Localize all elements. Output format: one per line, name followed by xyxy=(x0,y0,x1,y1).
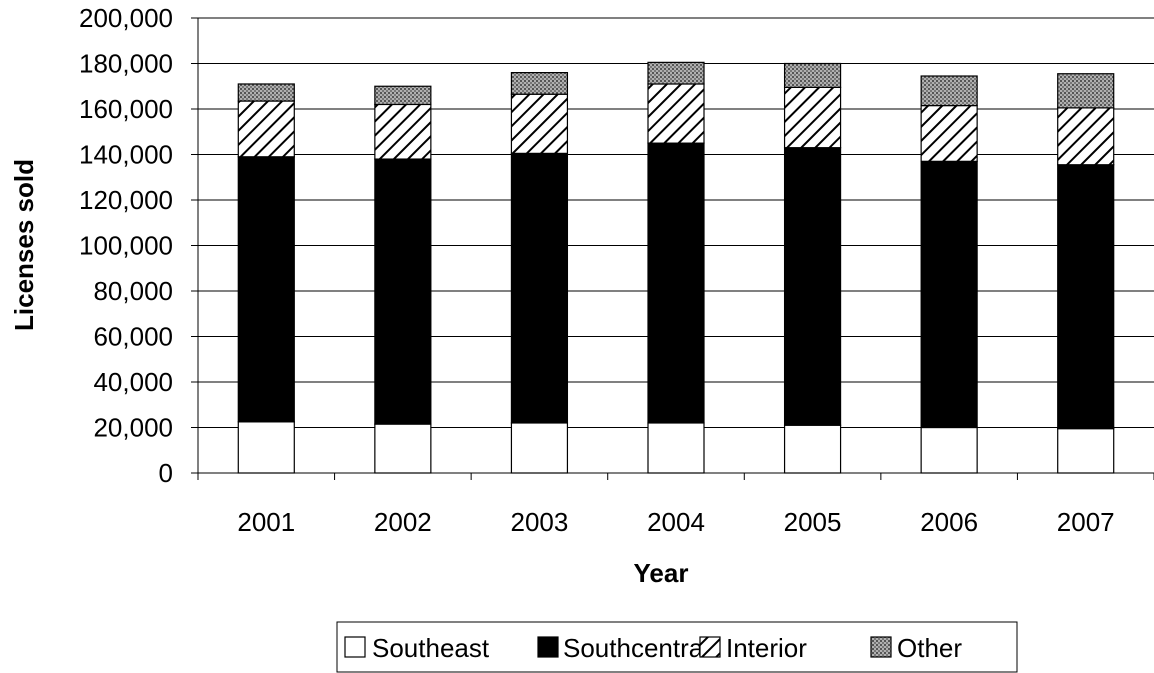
bar-segment-other xyxy=(374,85,432,106)
legend-label-interior: Interior xyxy=(726,633,807,663)
bar-segment-southeast xyxy=(920,426,978,474)
bar-segment-other xyxy=(920,75,978,107)
legend-swatch-southcentral xyxy=(537,636,559,658)
bar-segment-southcentral xyxy=(1057,164,1115,430)
legend-label-southcentral: Southcentral xyxy=(563,633,709,663)
y-tick-label: 140,000 xyxy=(79,140,173,170)
y-tick-label: 120,000 xyxy=(79,185,173,215)
legend: Southeast Southcentral Interior Other xyxy=(336,621,1018,673)
bar-segment-southcentral xyxy=(374,158,432,425)
bar-segment-interior xyxy=(374,103,432,160)
bars xyxy=(237,61,1115,474)
bar-segment-southeast xyxy=(374,423,432,474)
y-tick-label: 180,000 xyxy=(79,49,173,79)
x-tick-label: 2006 xyxy=(920,507,978,537)
tick-labels: 0 20,000 40,000 60,000 80,000 100,000 120,000 1… xyxy=(79,3,1115,537)
y-tick-label: 20,000 xyxy=(93,413,173,443)
bar-segment-other xyxy=(647,61,705,85)
bar-segment-southeast xyxy=(237,421,295,474)
bar-segment-interior xyxy=(1057,107,1115,166)
legend-label-southeast: Southeast xyxy=(372,633,490,663)
bar-segment-interior xyxy=(510,93,569,154)
x-tick-label: 2001 xyxy=(237,507,295,537)
x-tick-label: 2002 xyxy=(374,507,432,537)
bar-segment-other xyxy=(510,71,569,95)
legend-box xyxy=(336,621,1018,673)
legend-swatch-interior xyxy=(699,636,721,658)
bar-segment-interior xyxy=(237,100,295,158)
y-tick-label: 0 xyxy=(159,458,173,488)
bar-segment-other xyxy=(783,62,842,88)
bar-segment-southeast xyxy=(647,422,705,474)
legend-swatch-other xyxy=(870,636,892,658)
y-tick-label: 160,000 xyxy=(79,94,173,124)
bar-segment-southeast xyxy=(1057,428,1115,474)
x-axis-title: Year xyxy=(634,558,689,588)
bar-segment-interior xyxy=(783,86,842,149)
x-tick-label: 2004 xyxy=(647,507,705,537)
legend-label-other: Other xyxy=(897,633,962,663)
y-tick-label: 40,000 xyxy=(93,367,173,397)
bar-segment-southeast xyxy=(510,422,569,474)
x-tick-label: 2007 xyxy=(1057,507,1115,537)
bar-segment-southeast xyxy=(783,424,842,474)
bar-segment-southcentral xyxy=(783,147,842,426)
bar-segment-southcentral xyxy=(510,152,569,424)
bar-segment-other xyxy=(1057,73,1115,109)
x-tick-label: 2005 xyxy=(784,507,842,537)
y-tick-label: 100,000 xyxy=(79,231,173,261)
bar-segment-southcentral xyxy=(237,156,295,423)
bar-segment-southcentral xyxy=(920,160,978,429)
y-tick-label: 80,000 xyxy=(93,276,173,306)
y-axis-title: Licenses sold xyxy=(9,159,39,331)
axes xyxy=(191,17,1154,480)
y-tick-label: 200,000 xyxy=(79,3,173,33)
bar-segment-other xyxy=(237,83,295,102)
legend-swatch-southeast xyxy=(344,636,366,658)
y-tick-label: 60,000 xyxy=(93,322,173,352)
bar-segment-interior xyxy=(920,104,978,162)
bar-segment-interior xyxy=(647,83,705,144)
x-tick-label: 2003 xyxy=(511,507,569,537)
bar-segment-southcentral xyxy=(647,142,705,424)
